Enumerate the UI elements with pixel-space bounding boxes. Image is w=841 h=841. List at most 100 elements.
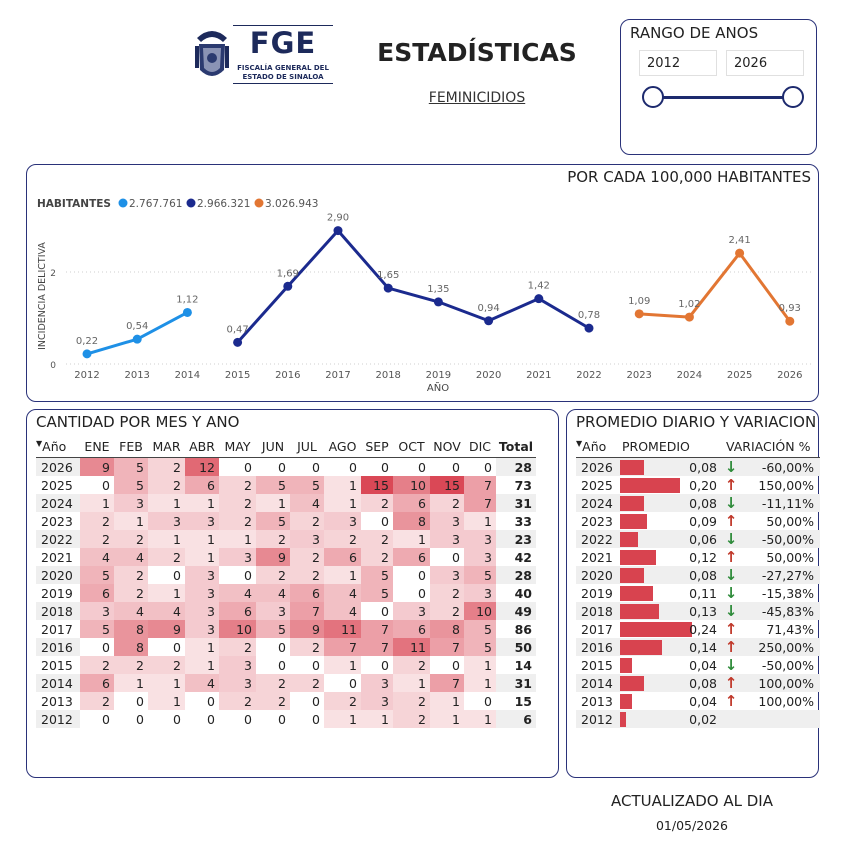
average-value: 0,14 [689, 639, 717, 655]
table-row[interactable]: 2018 3 4 4 3 6 3 7 4 0 3 2 10 49 [36, 602, 536, 620]
table-row[interactable]: 2016 0,14 ↑ 250,00% [576, 638, 820, 656]
table-row[interactable]: 2026 9 5 2 12 0 0 0 0 0 0 0 0 28 [36, 457, 536, 476]
table-row[interactable]: 2024 1 3 1 1 2 1 4 1 2 6 2 7 31 [36, 494, 536, 512]
month-count-cell: 0 [381, 459, 389, 475]
table-row[interactable]: 2013 0,04 ↑ 100,00% [576, 692, 820, 710]
table-row[interactable]: 2021 4 4 2 1 3 9 2 6 2 6 0 3 42 [36, 548, 536, 566]
column-header-año[interactable]: ▼Año [36, 435, 80, 458]
month-count-cell: 2 [148, 476, 185, 494]
table-row[interactable]: 2018 0,13 ↓ -45,83% [576, 602, 820, 620]
range-to-input[interactable]: 2026 [726, 50, 804, 76]
table-row[interactable]: 2020 0,08 ↓ -27,27% [576, 566, 820, 584]
month-count-cell: 5 [361, 584, 393, 602]
table-row[interactable]: 2023 0,09 ↑ 50,00% [576, 512, 820, 530]
month-count-cell: 1 [324, 476, 361, 494]
table-row[interactable]: 2022 0,06 ↓ -50,00% [576, 530, 820, 548]
table-row[interactable]: 2017 5 8 9 3 10 5 9 11 7 6 8 5 86 [36, 620, 536, 638]
variation-percent: -50,00% [742, 530, 820, 548]
table-row[interactable]: 2013 2 0 1 0 2 2 0 2 3 2 1 0 15 [36, 692, 536, 710]
month-count-cell: 8 [114, 620, 148, 638]
table-row[interactable]: 2025 0 5 2 6 2 5 5 1 15 10 15 7 73 [36, 476, 536, 494]
column-header-promedio[interactable]: PROMEDIO [620, 435, 720, 458]
row-year: 2022 [36, 530, 80, 548]
table-row[interactable]: 2025 0,20 ↑ 150,00% [576, 476, 820, 494]
column-header-dic[interactable]: DIC [464, 435, 496, 458]
month-count-cell: 0 [102, 711, 110, 727]
table-row[interactable]: 2012 0 0 0 0 0 0 0 1 1 2 1 1 6 [36, 710, 536, 728]
column-header-jul[interactable]: JUL [290, 435, 324, 458]
average-value: 0,20 [689, 477, 717, 493]
range-slider-track[interactable] [652, 96, 792, 99]
arrow-down-icon: ↓ [720, 530, 742, 548]
month-count-cell: 2 [219, 512, 256, 530]
table-row[interactable]: 2019 6 2 1 3 4 4 6 4 5 0 2 3 40 [36, 584, 536, 602]
month-count-cell: 7 [361, 620, 393, 638]
column-header-nov[interactable]: NOV [430, 435, 464, 458]
table-row[interactable]: 2019 0,11 ↓ -15,38% [576, 584, 820, 602]
column-header-variación-[interactable]: VARIACIÓN % [720, 435, 820, 458]
data-label: 0,78 [578, 310, 600, 321]
table-row[interactable]: 2021 0,12 ↑ 50,00% [576, 548, 820, 566]
row-year: 2012 [36, 710, 80, 728]
rate-line-chart: 0 2 2012 2013 2014 2015 2016 2017 2018 2019 2020 20… [37, 198, 811, 394]
month-count-cell: 1 [185, 656, 219, 674]
x-tick-label: 2026 [777, 370, 802, 381]
month-count-cell: 1 [324, 566, 361, 584]
column-header-sep[interactable]: SEP [361, 435, 393, 458]
sort-descending-icon[interactable]: ▼ [36, 438, 43, 448]
range-from-input[interactable]: 2012 [639, 50, 717, 76]
month-count-cell: 0 [244, 567, 252, 583]
column-header-total[interactable]: Total [496, 435, 536, 458]
month-count-cell: 0 [102, 639, 110, 655]
crime-type-link[interactable]: FEMINICIDIOS [428, 90, 526, 106]
table-row[interactable]: 2012 0,02 [576, 710, 820, 728]
month-count-cell: 3 [185, 566, 219, 584]
table-row[interactable]: 2017 0,24 ↑ 71,43% [576, 620, 820, 638]
column-header-feb[interactable]: FEB [114, 435, 148, 458]
range-slider-start-handle[interactable] [642, 86, 664, 108]
column-header-abr[interactable]: ABR [185, 435, 219, 458]
average-bar [620, 694, 632, 709]
month-count-cell: 1 [148, 494, 185, 512]
column-header-año[interactable]: ▼Año [576, 435, 620, 458]
month-count-cell: 2 [256, 566, 290, 584]
legend-marker [254, 198, 264, 208]
table-row[interactable]: 2014 6 1 1 4 3 2 2 0 3 1 7 1 31 [36, 674, 536, 692]
month-count-cell: 3 [430, 512, 464, 530]
table-row[interactable]: 2015 0,04 ↓ -50,00% [576, 656, 820, 674]
month-count-cell: 2 [80, 512, 114, 530]
legend-entry: 2.767.761 [129, 198, 182, 210]
month-count-cell: 4 [324, 584, 361, 602]
month-count-cell: 3 [148, 512, 185, 530]
table-row[interactable]: 2016 0 8 0 1 2 0 2 7 7 11 7 5 50 [36, 638, 536, 656]
row-year: 2018 [576, 602, 620, 620]
average-cell: 0,08 [620, 674, 720, 692]
x-tick-label: 2018 [375, 370, 400, 381]
column-header-jun[interactable]: JUN [256, 435, 290, 458]
column-header-ago[interactable]: AGO [324, 435, 361, 458]
row-year: 2020 [36, 566, 80, 584]
column-header-mar[interactable]: MAR [148, 435, 185, 458]
table-row[interactable]: 2022 2 2 1 1 1 2 3 2 2 1 3 3 23 [36, 530, 536, 548]
month-count-cell: 2 [256, 530, 290, 548]
range-slider-end-handle[interactable] [782, 86, 804, 108]
sort-descending-icon[interactable]: ▼ [576, 438, 583, 448]
month-count-cell: 0 [173, 711, 181, 727]
column-header-may[interactable]: MAY [219, 435, 256, 458]
table-row[interactable]: 2014 0,08 ↑ 100,00% [576, 674, 820, 692]
table-row[interactable]: 2015 2 2 2 1 3 0 0 1 0 2 0 1 14 [36, 656, 536, 674]
arrow-down-icon: ↓ [720, 602, 742, 620]
table-row[interactable]: 2020 5 2 0 3 0 2 2 1 5 0 3 5 28 [36, 566, 536, 584]
data-point [82, 349, 92, 359]
table-row[interactable]: 2023 2 1 3 3 2 5 2 3 0 8 3 1 33 [36, 512, 536, 530]
table-row[interactable]: 2024 0,08 ↓ -11,11% [576, 494, 820, 512]
month-count-cell: 3 [361, 674, 393, 692]
column-header-oct[interactable]: OCT [393, 435, 430, 458]
table-row[interactable]: 2026 0,08 ↓ -60,00% [576, 457, 820, 476]
column-header-ene[interactable]: ENE [80, 435, 114, 458]
arrow-up-icon: ↑ [724, 620, 738, 638]
month-count-cell: 1 [464, 674, 496, 692]
month-count-cell: 1 [80, 494, 114, 512]
data-point [785, 316, 795, 326]
month-count-cell: 1 [148, 692, 185, 710]
